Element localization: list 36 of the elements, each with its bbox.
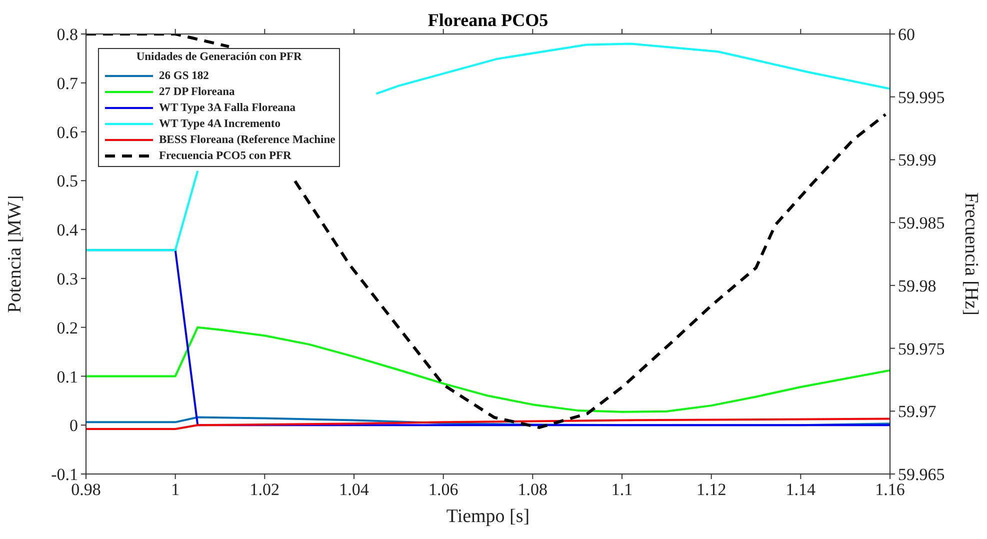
x-tick-label: 1.06: [428, 480, 458, 500]
y-tick-label: 0: [70, 416, 78, 436]
y2-tick-label: 59.985: [898, 214, 945, 233]
y-tick-label: 0.6: [56, 122, 78, 142]
x-tick-label: 1.02: [250, 480, 280, 500]
y2-tick-label: 59.975: [898, 339, 945, 358]
x-axis-title: Tiempo [s]: [446, 506, 530, 527]
x-tick-label: 1: [171, 480, 180, 500]
y-tick-label: 0.3: [56, 269, 78, 288]
legend-label: WT Type 4A Incremento: [159, 118, 281, 130]
y-tick-label: 0.4: [56, 220, 78, 240]
legend-label: 27 DP Floreana: [159, 86, 235, 98]
y-tick-label: 0.1: [56, 367, 78, 386]
line-series: [86, 418, 890, 430]
legend-label: BESS Floreana (Reference Machine: [159, 134, 336, 146]
y2-axis-title: Frecuencia [Hz]: [960, 192, 982, 316]
legend-title: Unidades de Generación con PFR: [135, 50, 303, 65]
y-tick-label: 0.2: [56, 318, 78, 338]
x-tick-label: 1.12: [696, 480, 726, 500]
line-series: [86, 326, 890, 413]
x-tick-label: 1.1: [611, 480, 633, 500]
legend-label: WT Type 3A Falla Floreana: [159, 102, 296, 114]
y-tick-label: 0.5: [56, 172, 78, 191]
y2-tick-label: 60: [898, 25, 915, 44]
legend-label: 26 GS 182: [159, 70, 209, 82]
y2-tick-label: 59.99: [898, 150, 936, 170]
legend-label: Frecuencia PCO5 con PFR: [159, 150, 292, 162]
x-tick-label: 1.08: [518, 480, 548, 500]
chart-title: Floreana PCO5: [426, 10, 550, 31]
y2-tick-label: 59.98: [898, 276, 936, 296]
x-tick-label: 1.04: [339, 480, 370, 500]
y-tick-label: 0.7: [56, 74, 78, 93]
x-tick-label: 1.14: [786, 480, 816, 500]
y-tick-label: 0.8: [56, 25, 78, 44]
y2-tick-label: 59.995: [898, 88, 945, 107]
y2-tick-label: 59.97: [898, 402, 937, 422]
